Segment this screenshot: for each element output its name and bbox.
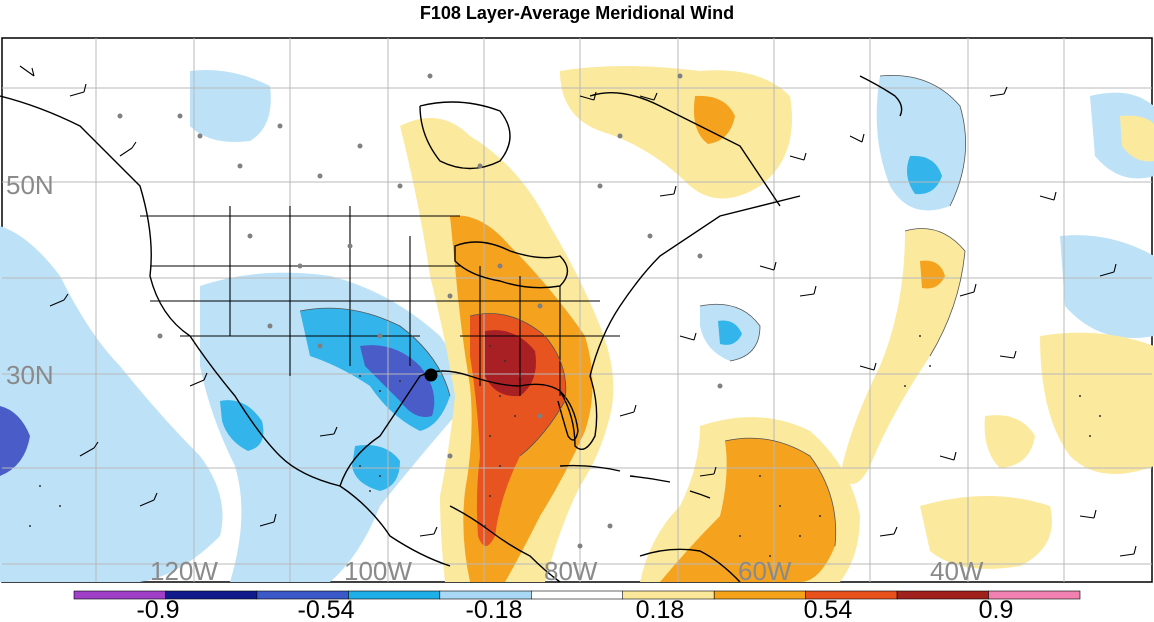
gulf-coast bbox=[339, 195, 801, 487]
positive-region-carib bbox=[920, 496, 1052, 569]
coastlines bbox=[0, 75, 903, 583]
colorbar-segment bbox=[348, 590, 441, 600]
greenland-tip bbox=[859, 75, 903, 117]
negative-region-far-west bbox=[0, 406, 30, 476]
lon-label-120w: 120W bbox=[150, 556, 218, 584]
lon-label-80w: 80W bbox=[544, 556, 598, 584]
colorbar-segment bbox=[530, 590, 624, 600]
positive-region-labrador bbox=[560, 66, 792, 199]
colorbar-label: -0.9 bbox=[136, 596, 179, 622]
wind-barbs bbox=[19, 65, 1137, 557]
florida bbox=[557, 390, 579, 441]
colorbar-label: 0.54 bbox=[804, 596, 853, 622]
colorbar-label: -0.54 bbox=[298, 596, 355, 622]
lon-label-40w: 40W bbox=[930, 556, 984, 584]
lon-label-60w: 60W bbox=[738, 556, 792, 584]
great-lakes bbox=[454, 241, 569, 289]
contour-lines bbox=[299, 75, 967, 547]
positive-region-east-blob bbox=[984, 415, 1035, 468]
colorbar-segment bbox=[713, 590, 807, 600]
positive-region-labrador-core bbox=[693, 95, 735, 144]
positive-region-main-max bbox=[485, 330, 536, 397]
colorbar-segment bbox=[896, 590, 989, 600]
negative-region-baja bbox=[220, 400, 264, 451]
negative-region-west-coast bbox=[0, 226, 223, 582]
negative-region-ne-atlantic bbox=[1060, 235, 1154, 338]
colorbar-label: 0.18 bbox=[636, 596, 685, 622]
positive-region-ne-blob bbox=[1040, 332, 1154, 474]
colorbar-segments bbox=[73, 590, 1081, 600]
negative-region-gulf-core bbox=[360, 345, 435, 417]
significance-stippling bbox=[29, 335, 1101, 557]
negative-region-east-atlantic-core bbox=[906, 155, 942, 195]
colorbar-label: 0.9 bbox=[979, 596, 1014, 622]
caribbean-islands bbox=[559, 464, 711, 499]
meridional-wind-map: 50N 30N 120W 100W 80W 60W 40W bbox=[0, 37, 1154, 584]
central-america bbox=[449, 505, 561, 583]
colorbar-label: -0.18 bbox=[466, 596, 523, 622]
lon-label-100w: 100W bbox=[344, 556, 412, 584]
negative-region-mid-atlantic-core bbox=[718, 320, 742, 345]
labrador-coast bbox=[589, 91, 781, 207]
positive-region-atlantic-band bbox=[840, 228, 965, 484]
lat-label-50n: 50N bbox=[6, 170, 54, 200]
negative-region-east-atlantic-n bbox=[876, 75, 966, 211]
observation-points bbox=[117, 73, 723, 549]
colorbar-segment bbox=[988, 590, 1081, 600]
location-marker bbox=[424, 368, 438, 382]
south-america-north bbox=[639, 548, 741, 583]
positive-region-atlantic-south-orange bbox=[660, 438, 836, 582]
north-america-west-coast bbox=[0, 95, 451, 567]
positive-region-atlantic-band-core bbox=[920, 260, 945, 289]
hudson-bay bbox=[419, 101, 511, 170]
graticule bbox=[2, 38, 1152, 582]
colorbar: -0.9 -0.54 -0.18 0.18 0.54 0.9 bbox=[73, 590, 1081, 622]
lat-label-30n: 30N bbox=[6, 360, 54, 390]
chart-title: F108 Layer-Average Meridional Wind bbox=[419, 3, 735, 23]
positive-region-far-ne bbox=[1120, 115, 1154, 162]
